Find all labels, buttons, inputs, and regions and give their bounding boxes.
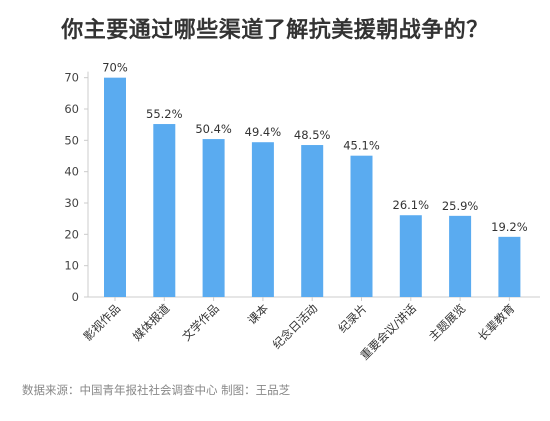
bar	[202, 139, 225, 297]
data-label: 48.5%	[294, 128, 331, 142]
bar	[251, 142, 274, 297]
data-label: 25.9%	[442, 199, 479, 213]
data-labels: 70% 55.2% 50.4% 49.4% 48.5% 45.1% 26.1% 25.9% 19…	[102, 61, 528, 234]
category-label: 媒体报道	[130, 301, 173, 344]
y-axis: 0 10 20 30 40 50 60 70	[64, 71, 89, 304]
bar	[498, 236, 521, 297]
category-label: 课本	[245, 301, 272, 328]
y-tick-label: 20	[64, 227, 79, 241]
bar	[104, 77, 126, 298]
chart-title: 你主要通过哪些渠道了解抗美援朝战争的？	[61, 18, 489, 43]
category-label: 纪录片	[335, 301, 369, 335]
y-tick-label: 60	[64, 102, 79, 116]
data-label: 49.4%	[245, 125, 282, 139]
y-tick-label: 40	[64, 165, 79, 179]
data-label: 50.4%	[195, 122, 232, 136]
y-tick-label: 50	[64, 133, 79, 147]
bars	[104, 77, 521, 298]
data-label: 19.2%	[491, 220, 528, 234]
category-label: 长辈教育	[475, 301, 517, 343]
y-tick-label: 10	[64, 259, 79, 273]
bar	[301, 145, 324, 297]
y-tick-label: 0	[72, 290, 79, 304]
y-tick-label: 30	[64, 196, 79, 210]
x-axis	[88, 296, 540, 301]
bar	[350, 155, 373, 297]
data-label: 70%	[102, 61, 128, 75]
category-label: 影视作品	[81, 301, 123, 343]
data-label: 55.2%	[146, 107, 183, 121]
category-label: 主题展览	[426, 301, 468, 343]
bar	[153, 124, 176, 297]
y-tick-label: 70	[64, 71, 79, 85]
bar	[399, 215, 422, 297]
data-label: 45.1%	[343, 139, 380, 153]
data-label: 26.1%	[393, 198, 430, 212]
category-label: 纪念日活动	[270, 301, 321, 352]
bar	[449, 215, 472, 297]
source-note: 数据来源：中国青年报社社会调查中心 制图：王品芝	[22, 383, 291, 397]
category-label: 文学作品	[179, 301, 221, 343]
